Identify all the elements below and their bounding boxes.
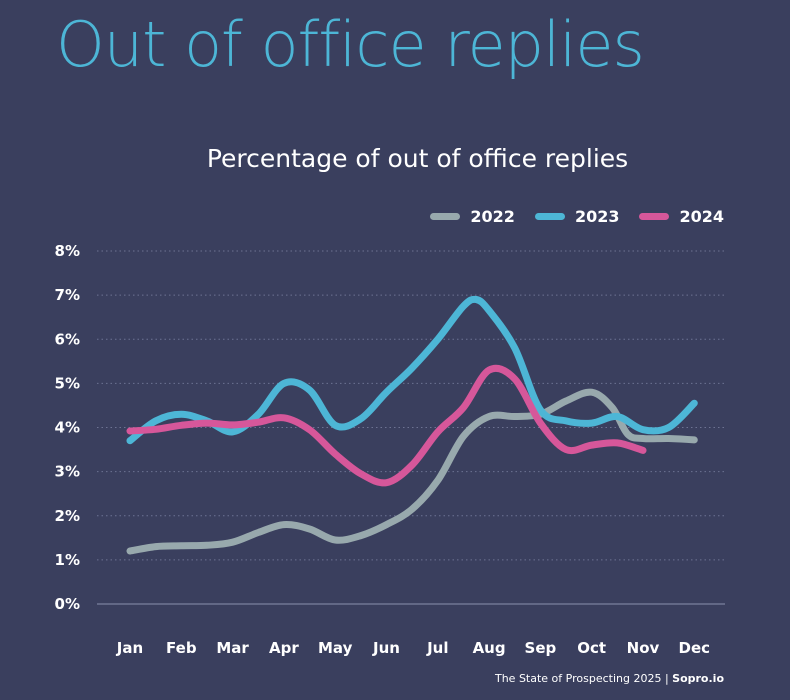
x-tick-label: Nov [627, 639, 660, 657]
x-tick-label: Apr [269, 639, 299, 657]
series-line-2023 [126, 295, 698, 445]
legend-item-2024: 2024 [639, 207, 724, 226]
chart-grid [97, 250, 725, 605]
x-tick-label: Aug [473, 639, 506, 657]
x-tick-label: Oct [577, 639, 606, 657]
x-tick-label: Jul [426, 639, 448, 657]
y-tick-label: 8% [55, 242, 80, 260]
series-line-2022 [126, 388, 698, 555]
legend-label-2024: 2024 [679, 207, 724, 226]
y-tick-label: 3% [55, 463, 80, 481]
y-tick-label: 0% [55, 595, 80, 613]
chart-legend: 2022 2023 2024 [430, 207, 724, 226]
y-tick-label: 7% [55, 286, 80, 304]
x-tick-label: Mar [216, 639, 249, 657]
series-line-2024 [126, 364, 647, 487]
chart-title: Percentage of out of office replies [206, 144, 629, 173]
source-text: The State of Prospecting 2025 | [494, 672, 673, 685]
x-tick-label: Jan [116, 639, 143, 657]
y-axis: 0% 1% 2% 3% 4% 5% 6% 7% 8% [55, 242, 80, 613]
legend-label-2023: 2023 [574, 207, 620, 226]
y-tick-label: 6% [55, 330, 80, 348]
x-tick-label: Dec [679, 639, 711, 657]
x-tick-label: May [318, 639, 353, 657]
x-axis: Jan Feb Mar Apr May Jun Jul Aug Sep Oct Nov Dec [116, 639, 710, 657]
y-tick-label: 2% [55, 507, 80, 525]
legend-label-2022: 2022 [470, 207, 515, 226]
source-footer: The State of Prospecting 2025 | Sopro.io [495, 672, 724, 685]
x-tick-label: Feb [166, 639, 197, 657]
y-tick-label: 5% [55, 374, 80, 392]
y-tick-label: 4% [55, 419, 80, 437]
chart-lines [126, 295, 698, 555]
legend-swatch-2023 [534, 213, 565, 220]
page-title: Out of office replies [56, 8, 645, 81]
legend-item-2023: 2023 [534, 207, 620, 226]
y-tick-label: 1% [55, 551, 80, 569]
legend-swatch-2024 [639, 213, 670, 220]
source-brand: Sopro.io [672, 672, 724, 685]
legend-item-2022: 2022 [430, 207, 515, 226]
legend-swatch-2022 [430, 213, 461, 220]
x-tick-label: Sep [525, 639, 557, 657]
x-tick-label: Jun [372, 639, 400, 657]
